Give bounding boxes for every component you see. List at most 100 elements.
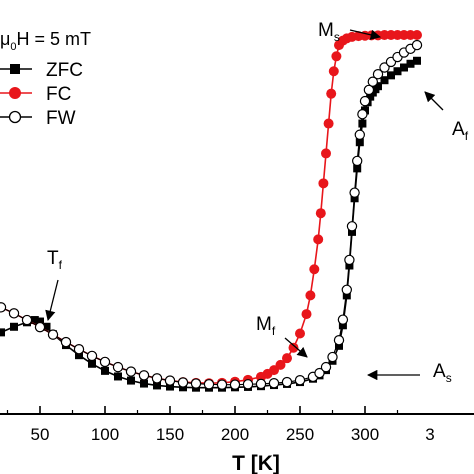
annotation-arrow [349,29,382,40]
legend-label: ZFC [46,60,83,81]
data-point [86,350,98,362]
annotation-label: As [433,361,452,385]
data-point [380,76,389,85]
data-point [313,234,324,245]
annotation-as: As [366,361,452,385]
data-point [358,119,367,128]
data-point [47,329,59,340]
data-point [393,67,402,76]
series-layer [0,30,423,392]
x-tick-label: 150 [156,425,184,444]
data-point [166,382,174,391]
legend-label: FC [46,84,71,105]
annotation-label: Ms [318,20,340,44]
data-point [400,63,408,72]
data-point [34,321,46,333]
annotation-mf: Mf [256,314,308,358]
data-point [337,314,349,325]
data-point [406,59,415,68]
x-tick-label: 200 [221,425,249,444]
data-point [125,366,137,377]
data-point [138,370,150,381]
data-point [320,361,332,373]
x-tick-label: 50 [31,425,50,444]
x-tick-label: 3 [425,425,434,444]
legend-marker [10,64,20,74]
data-point [301,309,312,320]
data-point [216,379,228,390]
annotation-ms: Ms [318,20,382,44]
data-point [341,284,352,295]
data-point [127,376,135,385]
axes: 50 100 150 200 250 300 3 T [K] [0,406,474,474]
data-point [352,155,363,167]
annotation-label: Tf [47,248,63,272]
data-point [36,317,44,326]
annotation-tf: Tf [45,248,63,322]
data-point [60,336,72,348]
data-point [177,377,189,388]
data-point [359,95,371,107]
annotation-label: Af [452,119,469,143]
data-point [88,359,96,368]
data-point [363,84,375,96]
data-point [387,71,395,80]
data-point [294,374,306,386]
data-point [354,129,365,140]
data-point [295,328,305,339]
data-point [372,69,384,80]
data-point [379,62,390,73]
x-tick-label: 250 [286,425,314,444]
data-point [153,381,161,390]
data-point [357,109,368,120]
data-point [338,321,347,330]
data-point [344,254,355,266]
x-tick-label: 100 [91,425,119,444]
data-point [305,290,316,301]
data-point [190,378,202,389]
data-point [327,351,338,363]
data-point [321,148,331,159]
data-point [335,341,343,350]
data-point [288,342,299,353]
legend-item-fc: FC [0,84,71,105]
data-point [346,221,358,232]
data-point [8,308,20,319]
data-point [281,376,293,388]
data-point [374,82,382,91]
data-point [342,291,351,300]
annotation-af: Af [424,91,469,143]
data-point [268,377,280,389]
legend-marker [8,110,22,124]
legend-item-zfc: ZFC [0,60,83,81]
data-point [367,76,378,87]
legend-label: FW [46,108,76,129]
data-point [164,375,176,386]
data-point [21,314,33,326]
data-point [203,379,215,390]
data-point [413,56,421,65]
data-point [315,208,326,219]
data-point [75,351,83,360]
data-point [10,322,18,331]
data-point [242,379,254,390]
data-point [114,372,122,381]
data-point [353,164,362,173]
data-point [318,178,329,189]
legend-field-label: μ0H = 5 mT [0,29,91,53]
data-point [73,343,85,355]
data-point [0,302,7,313]
data-point [282,353,292,364]
data-point [140,379,148,388]
legend-marker [9,87,21,99]
legend-item-fw: FW [0,108,76,129]
data-point [99,356,111,368]
data-point [42,322,51,331]
x-tick-label: 300 [351,425,379,444]
data-point [229,379,241,390]
data-point [323,118,334,129]
data-point [101,366,109,375]
data-point [30,316,39,325]
data-point [412,30,422,40]
data-point [328,66,339,77]
